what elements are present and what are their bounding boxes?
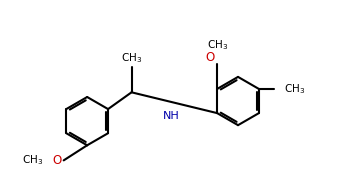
Text: CH$_3$: CH$_3$ [121, 52, 142, 65]
Text: CH$_3$: CH$_3$ [207, 38, 228, 52]
Text: NH: NH [163, 111, 180, 121]
Text: CH$_3$: CH$_3$ [22, 153, 43, 167]
Text: O: O [52, 154, 61, 167]
Text: O: O [205, 51, 214, 64]
Text: CH$_3$: CH$_3$ [284, 82, 305, 96]
